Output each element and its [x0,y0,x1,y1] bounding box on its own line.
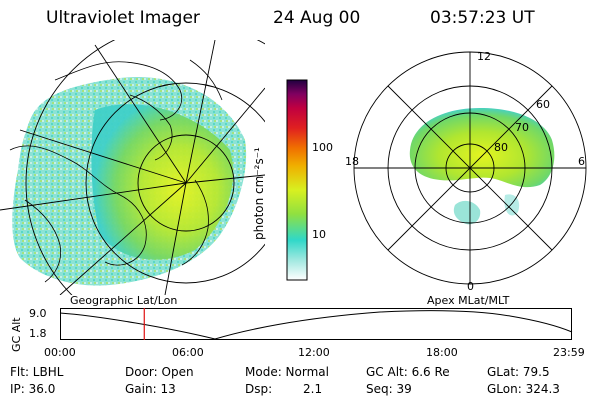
mlt-label-6: 6 [578,155,585,168]
mlat-mlt-polar-plot: 12 18 6 0 60 70 80 [345,50,587,293]
mlt-label-18: 18 [345,155,359,168]
apex-caption: Apex MLat/MLT [427,294,510,307]
mlat-label-60: 60 [536,98,550,111]
info-flt: Flt: LBHL [10,365,64,379]
info-ip: IP: 36.0 [10,382,56,396]
info-dsp-value: 2.1 [303,382,323,396]
info-gc-alt: GC Alt: 6.6 Re [366,365,450,379]
alt-plot-ytick-low: 1.8 [29,327,47,340]
info-dsp-label: Dsp: [245,382,273,396]
colorbar [286,79,308,281]
geographic-caption: Geographic Lat/Lon [70,294,178,307]
info-seq: Seq: 39 [366,382,412,396]
altitude-curve [59,310,573,340]
time-label: 03:57:23 UT [430,8,535,28]
coastlines [9,59,223,283]
date-label: 24 Aug 00 [273,8,361,28]
info-door: Door: Open [125,365,194,379]
alt-plot-xtick-4: 23:59 [553,346,585,359]
mlt-label-12: 12 [477,50,491,63]
alt-plot-frame [60,308,572,340]
polar-grid [353,51,587,285]
info-mode: Mode: Normal [245,365,329,379]
alt-plot-ylabel: GC Alt [10,317,23,352]
info-gain: Gain: 13 [125,382,176,396]
instrument-title: Ultraviolet Imager [46,8,200,28]
alt-plot-xtick-0: 00:00 [44,346,76,359]
colorbar-tick-100: 100 [312,141,333,154]
colorbar-gradient [286,79,308,281]
info-glon: GLon: 324.3 [487,382,560,396]
info-glat: GLat: 79.5 [487,365,550,379]
colorbar-unit-label: photon cm⁻²s⁻¹ [252,147,266,240]
alt-plot-xtick-2: 12:00 [298,346,330,359]
geographic-map [0,40,265,295]
alt-plot-ytick-high: 9.0 [29,307,47,320]
alt-plot-xtick-3: 18:00 [426,346,458,359]
colorbar-tick-10: 10 [312,228,326,241]
mlat-label-80: 80 [494,141,508,154]
altitude-plot [59,308,573,340]
geo-grid [0,40,265,295]
mlat-label-70: 70 [515,121,529,134]
mlt-label-0: 0 [467,280,474,293]
alt-plot-xtick-1: 06:00 [172,346,204,359]
